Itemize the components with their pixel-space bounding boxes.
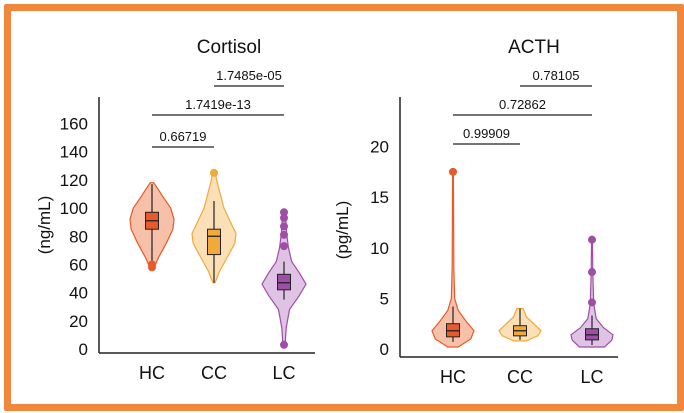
cortisol-categories: HC CC LC	[139, 363, 296, 383]
comparison-p-value: 0.72862	[499, 97, 546, 112]
y-tick-label: 160	[60, 115, 88, 134]
acth-panel: ACTH (pg/mL) 0 5 10 15 20 HC CC LC 0.99909 0.72…	[333, 37, 618, 387]
acth-violins	[431, 167, 614, 348]
y-tick-label: 0	[79, 340, 88, 359]
acth-comparisons: 0.99909 0.72862 0.78105	[453, 68, 592, 145]
outlier-point	[280, 340, 288, 349]
comparison-p-value: 0.78105	[533, 68, 580, 83]
cortisol-y-ticks: 0 20 40 60 80 100 120 140 160	[60, 115, 88, 360]
chart-frame	[4, 4, 684, 411]
outlier-point	[588, 268, 596, 277]
acth-title: ACTH	[508, 37, 560, 58]
outlier-point	[280, 230, 288, 239]
comparison-p-value: 1.7485e-05	[216, 68, 282, 83]
y-tick-label: 0	[380, 340, 389, 359]
box-cc	[207, 228, 221, 256]
category-label-lc: LC	[272, 363, 295, 383]
outlier-point	[588, 298, 596, 307]
outlier-point	[588, 235, 596, 244]
box-lc	[277, 273, 291, 291]
cortisol-comparisons: 0.66719 1.7419e-13 1.7485e-05	[152, 68, 284, 148]
y-tick-label: 100	[60, 199, 88, 218]
category-label-cc: CC	[201, 363, 227, 383]
y-tick-label: 60	[69, 255, 88, 274]
outlier-point	[210, 168, 218, 177]
outlier-point	[280, 213, 288, 222]
outlier-point	[280, 242, 288, 251]
comparison-p-value: 0.66719	[160, 129, 207, 144]
y-tick-label: 15	[370, 188, 389, 207]
cortisol-violins	[129, 168, 307, 349]
comparison-p-value: 0.99909	[463, 126, 510, 141]
acth-y-label: (pg/mL)	[333, 201, 352, 260]
cortisol-title: Cortisol	[197, 37, 261, 58]
comparison-p-value: 1.7419e-13	[185, 97, 251, 112]
y-tick-label: 140	[60, 143, 88, 162]
category-label-hc: HC	[440, 367, 466, 387]
outlier-point	[280, 208, 288, 217]
cortisol-y-label: (ng/mL)	[35, 196, 54, 255]
y-tick-label: 10	[370, 239, 389, 258]
outlier-point	[280, 222, 288, 231]
category-label-cc: CC	[507, 367, 533, 387]
outlier-point	[148, 260, 156, 269]
y-tick-label: 120	[60, 171, 88, 190]
y-tick-label: 80	[69, 227, 88, 246]
acth-categories: HC CC LC	[440, 367, 604, 387]
y-tick-label: 5	[380, 289, 389, 308]
category-label-hc: HC	[139, 363, 165, 383]
outlier-point	[449, 167, 457, 176]
y-tick-label: 20	[69, 312, 88, 331]
cortisol-panel: Cortisol (ng/mL) 0 20 40 60 80 100 120 140 160 H…	[35, 37, 315, 383]
category-label-lc: LC	[580, 367, 603, 387]
acth-y-ticks: 0 5 10 15 20	[370, 138, 389, 360]
y-tick-label: 20	[370, 138, 389, 157]
y-tick-label: 40	[69, 284, 88, 303]
